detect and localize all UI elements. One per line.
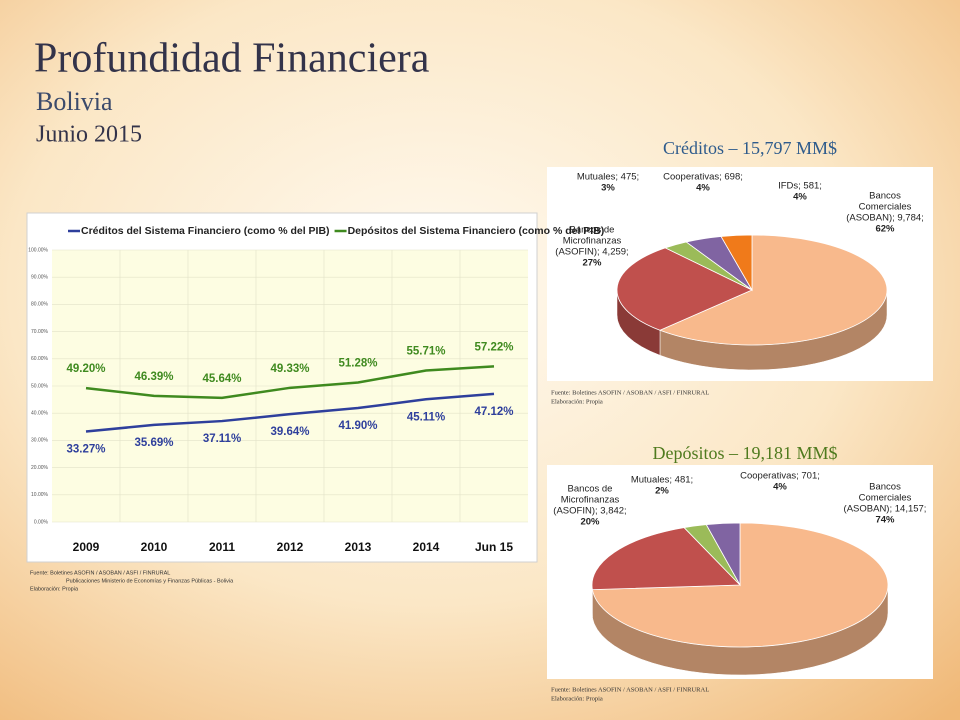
slice-label: (ASOBAN); 14,157; bbox=[844, 504, 927, 515]
slice-percent: 2% bbox=[655, 486, 669, 497]
slice-label: Microfinanzas bbox=[561, 495, 620, 506]
source-note: Elaboración: Propia bbox=[551, 695, 603, 702]
slice-label: Bancos de bbox=[570, 225, 615, 236]
pie-slice bbox=[658, 234, 888, 346]
data-label: 57.22% bbox=[474, 341, 513, 353]
source-note: Fuente: Boletines ASOFIN / ASOBAN / ASFI… bbox=[551, 686, 709, 693]
slice-label: Microfinanzas bbox=[563, 236, 622, 247]
y-tick-label: 30.00% bbox=[31, 438, 49, 444]
pie-slice bbox=[616, 247, 753, 331]
slice-percent: 20% bbox=[580, 517, 600, 528]
y-tick-label: 0.00% bbox=[34, 519, 49, 525]
data-label: 37.11% bbox=[203, 433, 241, 445]
slide-title: Profundidad Financiera bbox=[34, 36, 430, 82]
y-tick-label: 20.00% bbox=[31, 465, 49, 471]
data-label: 49.20% bbox=[66, 363, 105, 375]
slice-percent: 3% bbox=[601, 183, 615, 194]
slide-date: Junio 2015 bbox=[36, 122, 142, 148]
data-label: 46.39% bbox=[134, 371, 173, 383]
x-tick-label: 2011 bbox=[209, 540, 235, 554]
y-tick-label: 60.00% bbox=[31, 356, 49, 362]
slice-percent: 4% bbox=[793, 192, 807, 203]
slice-label: Comerciales bbox=[859, 493, 912, 504]
slice-percent: 4% bbox=[773, 482, 787, 493]
source-note: Elaboración: Propia bbox=[551, 398, 603, 405]
data-label: 39.64% bbox=[270, 426, 309, 438]
data-label: 41.90% bbox=[338, 420, 377, 432]
data-label: 45.11% bbox=[407, 411, 445, 423]
slice-label: Mutuales; 475; bbox=[577, 172, 639, 183]
slice-percent: 62% bbox=[875, 224, 895, 235]
data-label: 51.28% bbox=[338, 358, 377, 370]
source-note: Publicaciones Ministerio de Economías y … bbox=[66, 578, 234, 584]
x-tick-label: 2014 bbox=[413, 540, 440, 554]
data-label: 35.69% bbox=[134, 437, 173, 449]
source-note: Fuente: Boletines ASOFIN / ASOBAN / ASFI… bbox=[30, 570, 170, 576]
slice-label: Cooperativas; 701; bbox=[740, 471, 820, 482]
slice-label: (ASOFIN); 4,259; bbox=[555, 247, 628, 258]
slice-label: Mutuales; 481; bbox=[631, 475, 693, 486]
data-label: 33.27% bbox=[66, 444, 105, 456]
x-tick-label: 2013 bbox=[345, 540, 372, 554]
slide-subtitle: Bolivia bbox=[36, 87, 113, 116]
slice-label: Bancos bbox=[869, 482, 901, 493]
source-note: Fuente: Boletines ASOFIN / ASOBAN / ASFI… bbox=[551, 389, 709, 396]
slice-percent: 74% bbox=[875, 515, 895, 526]
x-tick-label: 2010 bbox=[141, 540, 168, 554]
data-label: 47.12% bbox=[474, 406, 513, 418]
pie-slice bbox=[720, 234, 753, 292]
slice-label: (ASOFIN); 3,842; bbox=[553, 506, 626, 517]
data-label: 45.64% bbox=[202, 373, 241, 385]
slice-label: Comerciales bbox=[859, 202, 912, 213]
pie-slice bbox=[705, 522, 741, 587]
slice-label: IFDs; 581; bbox=[778, 181, 822, 192]
y-tick-label: 40.00% bbox=[31, 411, 49, 417]
y-tick-label: 10.00% bbox=[31, 492, 49, 498]
slice-label: (ASOBAN); 9,784; bbox=[846, 213, 924, 224]
pie-title: Depósitos – 19,181 MM$ bbox=[652, 443, 837, 463]
data-label: 49.33% bbox=[270, 363, 309, 375]
legend-label: Depósitos del Sistema Financiero (como %… bbox=[348, 225, 605, 237]
legend-label: Créditos del Sistema Financiero (como % … bbox=[81, 225, 330, 237]
slice-percent: 27% bbox=[582, 258, 602, 269]
slice-label: Bancos bbox=[869, 191, 901, 202]
x-tick-label: Jun 15 bbox=[475, 540, 513, 554]
data-label: 55.71% bbox=[406, 346, 445, 358]
pie-title: Créditos – 15,797 MM$ bbox=[663, 138, 837, 158]
source-note: Elaboración: Propia bbox=[30, 586, 79, 592]
y-tick-label: 80.00% bbox=[31, 302, 49, 308]
slice-label: Cooperativas; 698; bbox=[663, 172, 743, 183]
pie-slice bbox=[591, 527, 741, 591]
series-line bbox=[85, 365, 495, 400]
y-tick-label: 100.00% bbox=[28, 247, 48, 253]
slice-label: Bancos de bbox=[568, 484, 613, 495]
x-tick-label: 2012 bbox=[277, 540, 304, 554]
slice-percent: 4% bbox=[696, 183, 710, 194]
series-line bbox=[85, 392, 495, 433]
y-tick-label: 90.00% bbox=[31, 275, 49, 281]
y-tick-label: 70.00% bbox=[31, 329, 49, 335]
x-tick-label: 2009 bbox=[73, 540, 100, 554]
y-tick-label: 50.00% bbox=[31, 383, 49, 389]
